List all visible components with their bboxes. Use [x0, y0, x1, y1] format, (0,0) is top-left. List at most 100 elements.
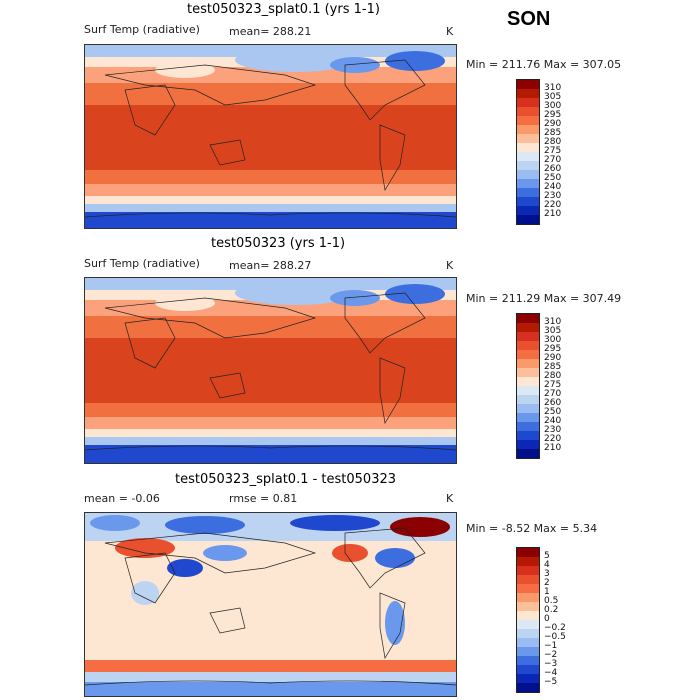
colorbar-swatch — [517, 152, 539, 161]
colorbar-swatch — [517, 125, 539, 134]
colorbar-swatch — [517, 188, 539, 197]
colorbar-swatch — [517, 386, 539, 395]
colorbar-swatch — [517, 332, 539, 341]
colorbar-label: −0.2 — [544, 623, 566, 633]
colorbar-swatch — [517, 404, 539, 413]
colorbar-label: 260 — [544, 398, 562, 408]
colorbar-label: 300 — [544, 101, 562, 111]
colorbar-swatch — [517, 98, 539, 107]
colorbar-label: 260 — [544, 164, 562, 174]
panel-2-title: test050323 (yrs 1-1) — [211, 236, 346, 251]
colorbar-label: 0.2 — [544, 605, 559, 615]
colorbar-label: 240 — [544, 416, 562, 426]
colorbar-swatch — [517, 395, 539, 404]
colorbar-swatch — [517, 584, 539, 593]
colorbar-swatch — [517, 341, 539, 350]
colorbar-swatch — [517, 206, 539, 215]
colorbar-label: 285 — [544, 362, 562, 372]
colorbar-swatch — [517, 440, 539, 449]
panel-1-map — [84, 44, 457, 229]
colorbar-swatch — [517, 548, 539, 557]
colorbar-label: 210 — [544, 443, 562, 453]
panel-1-map-svg — [85, 45, 456, 228]
panel-2-map-svg — [85, 278, 456, 463]
colorbar-label: 310 — [544, 317, 562, 327]
colorbar-label: 305 — [544, 326, 562, 336]
colorbar-label: 220 — [544, 200, 562, 210]
colorbar-label: 295 — [544, 344, 562, 354]
colorbar-label: 295 — [544, 110, 562, 120]
panel-3-mean: mean = -0.06 — [84, 492, 160, 505]
colorbar-swatch — [517, 161, 539, 170]
colorbar-label: 275 — [544, 146, 562, 156]
colorbar-label: 305 — [544, 92, 562, 102]
colorbar-swatch — [517, 143, 539, 152]
colorbar-swatch — [517, 377, 539, 386]
colorbar-swatch — [517, 656, 539, 665]
colorbar-swatch — [517, 359, 539, 368]
panel-2-colorbar — [516, 313, 540, 459]
panel-1-minmax: Min = 211.76 Max = 307.05 — [466, 58, 622, 71]
panel-1-units: K — [446, 25, 454, 38]
colorbar-label: 300 — [544, 335, 562, 345]
colorbar-label: 280 — [544, 371, 562, 381]
colorbar-swatch — [517, 557, 539, 566]
panel-3-title: test050323_splat0.1 - test050323 — [175, 472, 397, 487]
colorbar-label: 280 — [544, 137, 562, 147]
colorbar-label: −4 — [544, 668, 558, 678]
colorbar-swatch — [517, 197, 539, 206]
colorbar-label: 250 — [544, 407, 562, 417]
colorbar-label: 270 — [544, 155, 562, 165]
colorbar-swatch — [517, 620, 539, 629]
colorbar-swatch — [517, 116, 539, 125]
colorbar-label: 230 — [544, 425, 562, 435]
colorbar-swatch — [517, 683, 539, 692]
colorbar-label: 230 — [544, 191, 562, 201]
colorbar-label: 240 — [544, 182, 562, 192]
colorbar-swatch — [517, 368, 539, 377]
colorbar-label: 5 — [544, 551, 550, 561]
colorbar-swatch — [517, 215, 539, 224]
colorbar-swatch — [517, 431, 539, 440]
colorbar-label: 0 — [544, 614, 550, 624]
colorbar-label: 1 — [544, 587, 550, 597]
colorbar-label: 285 — [544, 128, 562, 138]
colorbar-label: −0.5 — [544, 632, 566, 642]
colorbar-label: 250 — [544, 173, 562, 183]
colorbar-swatch — [517, 107, 539, 116]
panel-3-colorbar — [516, 547, 540, 693]
colorbar-label: 3 — [544, 569, 550, 579]
colorbar-swatch — [517, 179, 539, 188]
panel-3-units: K — [446, 492, 454, 505]
colorbar-swatch — [517, 602, 539, 611]
panel-3-map — [84, 512, 457, 697]
colorbar-swatch — [517, 350, 539, 359]
panel-1-mean: mean= 288.21 — [229, 25, 312, 38]
colorbar-swatch — [517, 575, 539, 584]
panel-2-units: K — [446, 259, 454, 272]
colorbar-swatch — [517, 170, 539, 179]
colorbar-swatch — [517, 449, 539, 458]
colorbar-label: −2 — [544, 650, 558, 660]
colorbar-label: 2 — [544, 578, 550, 588]
panel-1-variable: Surf Temp (radiative) — [84, 23, 200, 36]
colorbar-swatch — [517, 674, 539, 683]
panel-2-map — [84, 277, 457, 464]
panel-2-variable: Surf Temp (radiative) — [84, 257, 200, 270]
colorbar-swatch — [517, 566, 539, 575]
colorbar-label: 310 — [544, 83, 562, 93]
panel-3-rmse: rmse = 0.81 — [229, 492, 298, 505]
panel-2-mean: mean= 288.27 — [229, 259, 312, 272]
colorbar-swatch — [517, 89, 539, 98]
panel-2-minmax: Min = 211.29 Max = 307.49 — [466, 292, 622, 305]
panel-1-title: test050323_splat0.1 (yrs 1-1) — [187, 2, 380, 17]
panel-3-map-svg — [85, 513, 456, 696]
colorbar-label: 290 — [544, 119, 562, 129]
colorbar-swatch — [517, 314, 539, 323]
colorbar-label: 275 — [544, 380, 562, 390]
colorbar-swatch — [517, 647, 539, 656]
panel-1-colorbar — [516, 79, 540, 225]
colorbar-label: 290 — [544, 353, 562, 363]
colorbar-label: 4 — [544, 560, 550, 570]
colorbar-swatch — [517, 323, 539, 332]
